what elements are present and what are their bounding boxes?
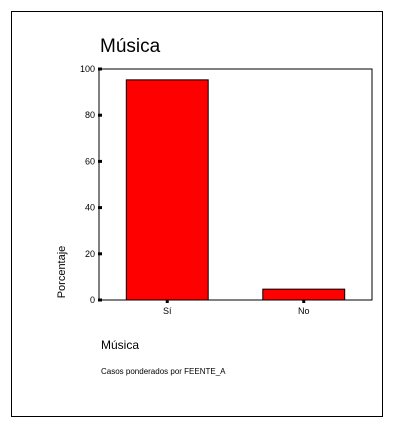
footnote: Casos ponderados por FEENTE_A (101, 367, 226, 376)
x-tick-label: Sí (163, 306, 172, 316)
y-axis: 0 20 40 60 80 100 (80, 64, 102, 305)
bars (125, 79, 346, 301)
y-tick-label: 80 (85, 110, 95, 120)
x-axis: Sí No (163, 300, 310, 316)
x-tick (165, 300, 169, 303)
bar-si (125, 79, 209, 301)
x-tick (302, 300, 306, 303)
y-tick-label: 100 (80, 64, 95, 74)
y-axis-label: Porcentaje (56, 246, 68, 299)
chart-title: Música (100, 36, 161, 57)
bar-no (262, 288, 346, 301)
x-axis-label: Música (101, 338, 140, 352)
y-tick-label: 0 (90, 295, 95, 305)
y-tick-label: 60 (85, 156, 95, 166)
x-tick-label: No (298, 306, 310, 316)
y-tick-label: 20 (85, 249, 95, 259)
y-tick-label: 40 (85, 203, 95, 213)
